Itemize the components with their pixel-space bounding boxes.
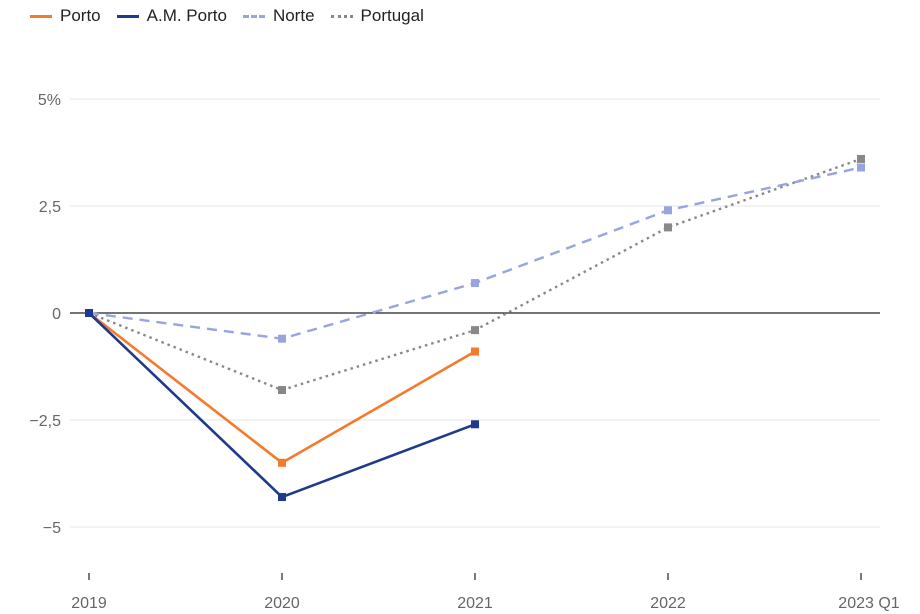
legend: Porto A.M. Porto Norte Portugal	[30, 6, 424, 26]
x-tick-label: 2019	[71, 595, 107, 612]
y-tick-label: −2,5	[29, 413, 61, 430]
y-tick-label: 0	[52, 306, 61, 323]
legend-item[interactable]: A.M. Porto	[116, 6, 227, 26]
x-tick-label: 2022	[650, 595, 686, 612]
data-point	[664, 206, 672, 215]
data-point	[278, 493, 286, 502]
legend-label: Porto	[60, 6, 101, 25]
legend-label: Portugal	[360, 6, 424, 25]
x-tick-label: 2021	[457, 595, 493, 612]
data-point	[471, 279, 479, 288]
data-point	[278, 334, 286, 343]
data-point	[664, 223, 672, 232]
legend-item[interactable]: Norte	[242, 6, 315, 26]
data-point	[857, 163, 865, 172]
data-point	[85, 309, 93, 317]
y-tick-label: −5	[43, 520, 61, 537]
data-point	[278, 386, 286, 395]
x-tick-label: 2020	[264, 595, 300, 612]
y-tick-label: 2,5	[39, 199, 61, 216]
legend-swatch	[242, 14, 265, 18]
legend-item[interactable]: Portugal	[330, 6, 424, 26]
legend-swatch	[330, 14, 353, 18]
legend-item[interactable]: Porto	[30, 6, 101, 26]
legend-swatch	[30, 14, 52, 18]
data-point	[278, 458, 286, 467]
data-point	[471, 326, 479, 335]
data-point	[857, 154, 865, 163]
y-tick-label: 5%	[38, 92, 61, 109]
x-tick-label: 2023 Q1	[838, 595, 899, 612]
legend-label: Norte	[272, 6, 315, 25]
legend-swatch	[116, 14, 139, 18]
legend-label: A.M. Porto	[146, 6, 227, 25]
data-point	[471, 420, 479, 429]
data-point	[471, 347, 479, 356]
